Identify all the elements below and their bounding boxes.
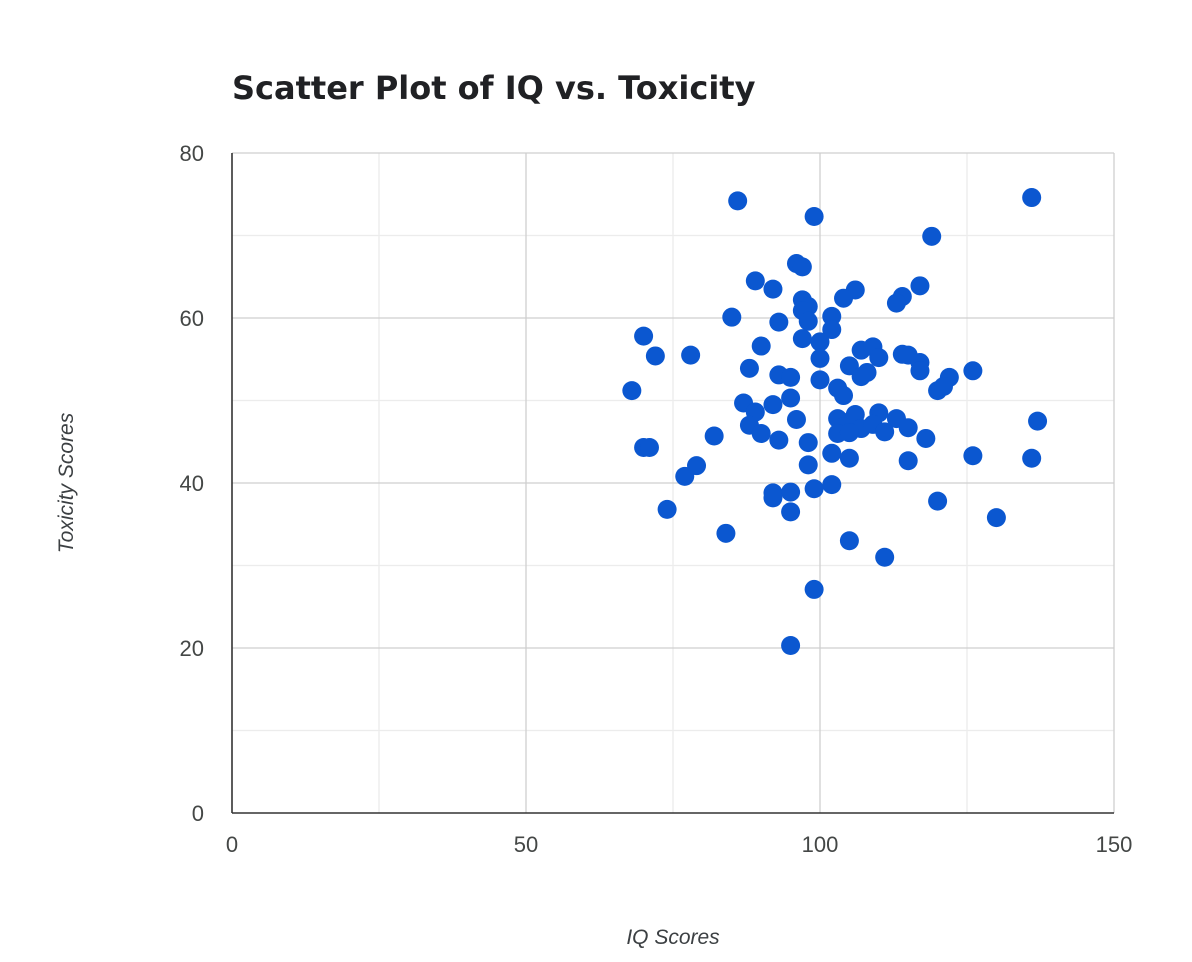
data-point: [657, 499, 677, 519]
data-point: [810, 332, 830, 352]
data-point: [834, 288, 854, 308]
data-point: [910, 361, 930, 381]
data-point: [675, 466, 695, 486]
data-point: [1022, 448, 1042, 468]
data-point: [804, 479, 824, 499]
y-tick-labels: 0 20 40 60 80: [180, 141, 204, 826]
data-point: [910, 276, 930, 296]
x-tick-label: 100: [802, 832, 839, 857]
data-point: [963, 361, 983, 381]
y-tick-label: 40: [180, 471, 204, 496]
data-point: [781, 636, 801, 656]
data-point: [792, 329, 812, 349]
y-tick-label: 0: [192, 801, 204, 826]
x-axis-label: IQ Scores: [626, 926, 720, 949]
data-point: [839, 448, 859, 468]
data-points: [622, 188, 1048, 656]
data-point: [963, 446, 983, 466]
data-point: [634, 326, 654, 346]
data-point: [704, 426, 724, 446]
data-point: [810, 348, 830, 368]
data-point: [781, 502, 801, 522]
data-point: [898, 451, 918, 471]
data-point: [763, 395, 783, 415]
data-point: [751, 336, 771, 356]
data-point: [781, 388, 801, 408]
data-point: [898, 418, 918, 438]
data-point: [839, 423, 859, 443]
data-point: [722, 307, 742, 327]
data-point: [869, 348, 889, 368]
data-point: [751, 424, 771, 443]
data-point: [822, 306, 842, 326]
data-point: [798, 455, 818, 475]
data-point: [916, 428, 936, 448]
data-point: [781, 367, 801, 387]
data-point: [822, 443, 842, 463]
data-point: [822, 475, 842, 495]
data-point: [769, 312, 789, 332]
data-point: [922, 226, 942, 246]
y-tick-label: 20: [180, 636, 204, 661]
data-point: [681, 345, 701, 365]
x-tick-label: 0: [226, 832, 238, 857]
data-point: [745, 271, 765, 291]
data-point: [798, 433, 818, 453]
grid-lines: [232, 152, 1115, 813]
data-point: [875, 422, 895, 442]
data-point: [851, 367, 871, 387]
y-tick-label: 80: [180, 141, 204, 166]
data-point: [886, 293, 906, 313]
data-point: [822, 320, 842, 340]
data-point: [622, 381, 642, 401]
y-tick-label: 60: [180, 306, 204, 331]
data-point: [1028, 411, 1048, 431]
chart-title: Scatter Plot of IQ vs. Toxicity: [232, 69, 756, 107]
data-point: [804, 579, 824, 599]
x-tick-labels: 0 50 100 150: [226, 832, 1132, 857]
data-point: [769, 430, 789, 450]
data-point: [1022, 188, 1042, 208]
data-point: [645, 346, 665, 366]
data-point: [928, 491, 948, 511]
data-point: [739, 358, 759, 378]
data-point: [728, 191, 748, 211]
data-point: [792, 257, 812, 277]
y-axis-label: Toxicity Scores: [55, 412, 78, 553]
data-point: [810, 370, 830, 390]
data-point: [933, 376, 953, 396]
data-point: [834, 386, 854, 406]
data-point: [716, 523, 736, 543]
data-point: [804, 207, 824, 227]
data-point: [986, 508, 1006, 528]
data-point: [781, 482, 801, 502]
data-point: [763, 488, 783, 508]
data-point: [798, 311, 818, 331]
x-tick-label: 50: [514, 832, 538, 857]
data-point: [763, 279, 783, 299]
data-point: [786, 409, 806, 429]
x-tick-label: 150: [1096, 832, 1133, 857]
data-point: [875, 547, 895, 567]
data-point: [639, 438, 659, 458]
data-point: [839, 531, 859, 551]
